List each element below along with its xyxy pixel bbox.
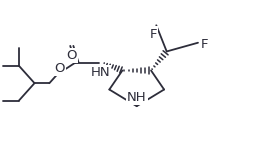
- Text: F: F: [201, 38, 208, 51]
- Text: O: O: [54, 62, 65, 75]
- Text: F: F: [150, 28, 158, 40]
- Text: O: O: [66, 49, 77, 62]
- Text: HN: HN: [90, 66, 110, 79]
- Text: NH: NH: [127, 91, 146, 104]
